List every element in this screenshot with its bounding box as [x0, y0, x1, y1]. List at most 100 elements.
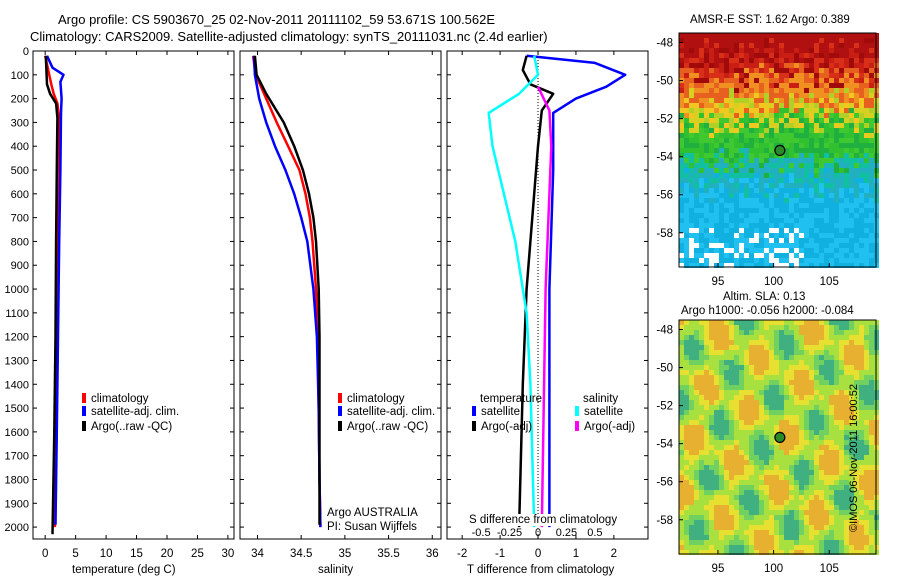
map-cell: [804, 53, 809, 58]
xtick-label: 30: [222, 548, 235, 560]
map-cell: [764, 118, 769, 123]
map-cell: [829, 128, 834, 133]
map-cell: [789, 480, 794, 485]
map-cell: [714, 243, 719, 248]
map-cell: [794, 238, 799, 243]
legend-swatch-black: [338, 421, 342, 431]
map-cell: [769, 198, 774, 203]
map-cell: [834, 545, 839, 550]
map-cell: [869, 360, 874, 365]
map-cell: [854, 48, 859, 53]
map-cell: [709, 243, 714, 248]
map-cell: [764, 188, 769, 193]
map-cell: [739, 213, 744, 218]
map-cell: [689, 415, 694, 420]
map-cell: [779, 78, 784, 83]
map-cell: [709, 420, 714, 425]
map-cell: [809, 68, 814, 73]
map-cell: [859, 78, 864, 83]
map-cell: [704, 113, 709, 118]
map-cell: [799, 400, 804, 405]
map-cell: [744, 63, 749, 68]
map-cell: [699, 490, 704, 495]
map-cell: [769, 320, 774, 325]
map-cell: [764, 88, 769, 93]
map-cell: [829, 193, 834, 198]
map-cell: [784, 173, 789, 178]
map-cell: [744, 460, 749, 465]
map-cell: [739, 223, 744, 228]
map-cell: [814, 143, 819, 148]
map-cell: [714, 58, 719, 63]
map-cell: [759, 143, 764, 148]
map-cell: [804, 93, 809, 98]
map-cell: [849, 183, 854, 188]
map-cell: [714, 68, 719, 73]
map-cell: [824, 380, 829, 385]
map-cell: [699, 173, 704, 178]
map-cell: [689, 198, 694, 203]
map-cell: [689, 48, 694, 53]
xtick-label: 0: [535, 548, 541, 560]
map-cell: [749, 38, 754, 43]
map-cell: [709, 188, 714, 193]
map-cell: [769, 33, 774, 38]
map-cell: [714, 223, 719, 228]
map-cell: [819, 68, 824, 73]
map-cell: [779, 38, 784, 43]
map-cell: [764, 415, 769, 420]
map-cell: [774, 173, 779, 178]
map-cell: [694, 193, 699, 198]
map-cell: [769, 500, 774, 505]
map-cell: [749, 535, 754, 540]
map-cell: [749, 183, 754, 188]
map-cell: [869, 193, 874, 198]
map-cell: [804, 385, 809, 390]
map-cell: [784, 158, 789, 163]
map-cell: [739, 103, 744, 108]
map-cell: [774, 33, 779, 38]
map-cell: [864, 400, 869, 405]
map-cell: [809, 43, 814, 48]
map-cell: [819, 103, 824, 108]
map-cell: [869, 218, 874, 223]
map-cell: [709, 385, 714, 390]
map-cell: [804, 163, 809, 168]
map-cell: [684, 390, 689, 395]
map-cell: [699, 178, 704, 183]
map-cell: [799, 263, 804, 268]
map-cell: [744, 88, 749, 93]
map-cell: [859, 108, 864, 113]
map-cell: [699, 440, 704, 445]
map-cell: [809, 355, 814, 360]
map-cell: [809, 545, 814, 550]
map-cell: [799, 430, 804, 435]
map-cell: [774, 238, 779, 243]
map-cell: [699, 325, 704, 330]
map-cell: [709, 48, 714, 53]
map-cell: [814, 365, 819, 370]
map-cell: [859, 198, 864, 203]
map-cell: [694, 405, 699, 410]
map-cell: [824, 435, 829, 440]
map-cell: [779, 223, 784, 228]
map-cell: [679, 405, 684, 410]
map-cell: [834, 515, 839, 520]
map-cell: [769, 520, 774, 525]
map-cell: [789, 325, 794, 330]
map-cell: [784, 68, 789, 73]
map-cell: [869, 535, 874, 540]
map-cell: [684, 33, 689, 38]
map-cell: [734, 218, 739, 223]
map-cell: [699, 540, 704, 545]
map-cell: [794, 385, 799, 390]
map-cell: [829, 465, 834, 470]
map-cell: [859, 485, 864, 490]
map-cell: [704, 48, 709, 53]
map-cell: [854, 400, 859, 405]
map-cell: [854, 380, 859, 385]
map-cell: [799, 395, 804, 400]
map-cell: [709, 53, 714, 58]
map-cell: [744, 113, 749, 118]
map-cell: [704, 148, 709, 153]
